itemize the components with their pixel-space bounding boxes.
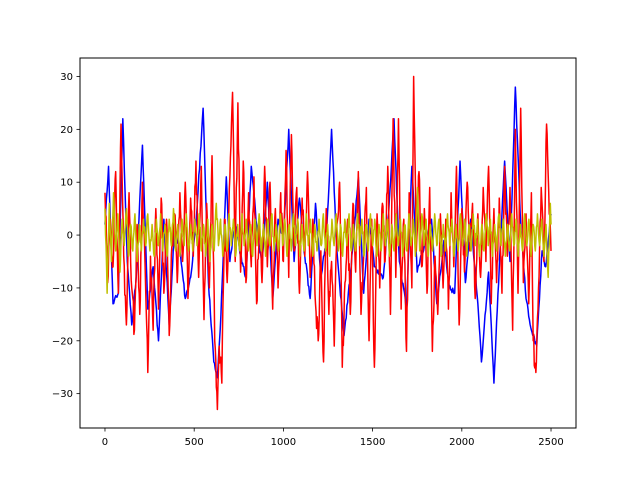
series-line-2 — [104, 75, 552, 411]
x-tick-label: 0 — [102, 437, 108, 448]
y-tick-label: 10 — [60, 178, 73, 189]
x-tick-label: 2000 — [449, 437, 474, 448]
x-tick-label: 2500 — [538, 437, 563, 448]
y-tick-label: 30 — [60, 72, 73, 83]
y-tick-label: 20 — [60, 125, 73, 136]
series-line-3 — [104, 186, 552, 294]
x-tick-label: 500 — [185, 437, 204, 448]
x-axis: 0 500 1000 1500 2000 2500 — [102, 428, 564, 448]
y-tick-label: 0 — [67, 231, 73, 242]
x-tick-label: 1000 — [271, 437, 296, 448]
plot-area-frame — [79, 57, 577, 429]
series-layer — [104, 75, 552, 411]
x-tick-label: 1500 — [360, 437, 385, 448]
y-tick-label: −10 — [52, 283, 73, 294]
y-tick-label: −30 — [52, 389, 73, 400]
y-axis: −30 −20 −10 0 10 20 30 — [52, 72, 80, 400]
y-tick-label: −20 — [52, 336, 73, 347]
